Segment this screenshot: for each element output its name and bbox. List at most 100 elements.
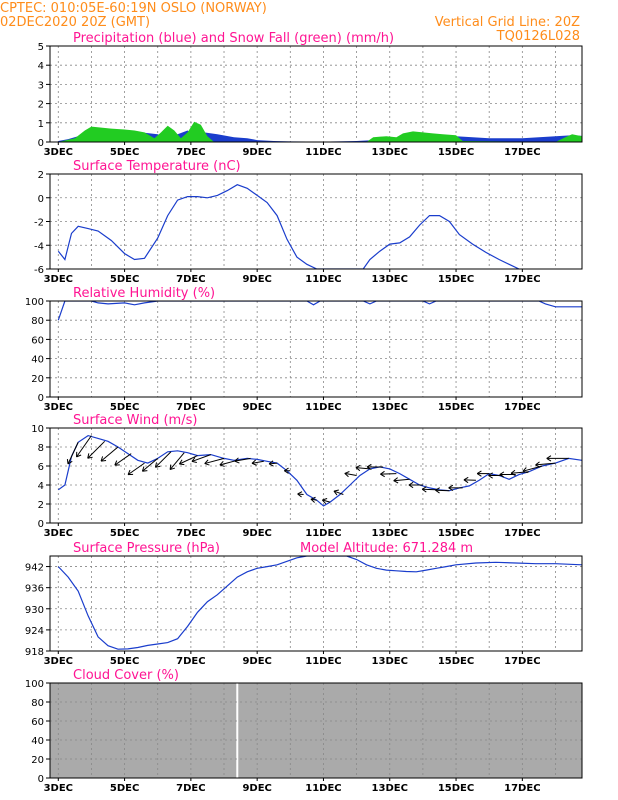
x-tick-label: 17DEC <box>504 528 540 539</box>
x-tick-label: 11DEC <box>305 528 341 539</box>
cloud-plot-area <box>50 683 582 778</box>
x-tick-label: 7DEC <box>176 147 205 158</box>
y-tick-label: 80 <box>31 316 44 327</box>
y-tick-label: 100 <box>25 679 44 690</box>
x-tick-label: 7DEC <box>176 656 205 667</box>
y-tick-label: 0 <box>38 393 44 404</box>
x-tick-label: 5DEC <box>110 783 139 794</box>
wind-arrow <box>355 464 370 472</box>
x-tick-label: 9DEC <box>242 274 271 285</box>
wind-arrow <box>268 460 278 467</box>
x-tick-label: 3DEC <box>44 656 73 667</box>
wind-arrow <box>321 498 331 505</box>
wind-arrow <box>219 459 238 467</box>
x-tick-label: 5DEC <box>110 528 139 539</box>
wind-arrow <box>344 471 357 478</box>
y-tick-label: 60 <box>31 717 44 728</box>
wind-arrow <box>169 452 185 471</box>
y-tick-label: 2 <box>38 170 44 181</box>
x-tick-label: 3DEC <box>44 274 73 285</box>
header-date: 02DEC2020 20Z (GMT) <box>0 15 150 30</box>
header-code: TQ0126L028 <box>496 29 580 44</box>
wind-arrow <box>380 470 397 478</box>
y-tick-label: 2 <box>38 100 44 111</box>
humidity-plot-area <box>50 301 582 397</box>
y-tick-label: 4 <box>38 481 44 492</box>
wind-arrow <box>141 458 159 472</box>
x-tick-label: 7DEC <box>176 402 205 413</box>
x-tick-label: 17DEC <box>504 656 540 667</box>
pressure-line <box>57 556 582 650</box>
pressure-panel: Surface Pressure (hPa) Model Altitude: 67… <box>25 541 583 667</box>
wind-arrow <box>76 435 92 458</box>
x-tick-label: 13DEC <box>372 402 408 413</box>
x-tick-label: 13DEC <box>372 147 408 158</box>
y-tick-label: 0 <box>38 194 44 205</box>
wind-arrow <box>204 457 225 466</box>
wind-line <box>57 434 582 507</box>
wind-arrow <box>488 472 503 479</box>
y-tick-label: 100 <box>25 297 44 308</box>
x-tick-label: 11DEC <box>305 656 341 667</box>
x-tick-label: 11DEC <box>305 783 341 794</box>
x-tick-label: 9DEC <box>242 147 271 158</box>
x-tick-label: 15DEC <box>438 783 474 794</box>
wind-arrow <box>284 467 291 474</box>
y-tick-label: 20 <box>31 755 44 766</box>
cloud-fill-b <box>238 683 582 778</box>
temp-line <box>57 184 520 269</box>
y-tick-label: 1 <box>38 119 44 130</box>
temp-title: Surface Temperature (nC) <box>73 159 241 174</box>
humidity-panel: Relative Humidity (%) 0 20 40 60 80 100 3DEC 5DE… <box>25 286 583 413</box>
pressure-title: Surface Pressure (hPa) <box>73 541 220 556</box>
x-tick-label: 7DEC <box>176 274 205 285</box>
wind-arrow <box>476 470 490 477</box>
x-tick-label: 5DEC <box>110 656 139 667</box>
wind-arrow <box>435 487 450 494</box>
x-tick-label: 3DEC <box>44 402 73 413</box>
x-tick-label: 7DEC <box>176 783 205 794</box>
x-tick-label: 17DEC <box>504 783 540 794</box>
y-tick-label: -6 <box>34 265 44 276</box>
wind-arrow <box>87 440 106 459</box>
header-location: CPTEC: 010:05E-60:19N OSLO (NORWAY) <box>0 1 267 16</box>
y-tick-label: 60 <box>31 335 44 346</box>
y-tick-label: 4 <box>38 61 44 72</box>
wind-arrow <box>154 451 172 468</box>
wind-arrow <box>114 453 132 466</box>
y-tick-label: 8 <box>38 443 44 454</box>
panels: Precipitation (blue) and Snow Fall (gree… <box>25 31 583 794</box>
x-tick-label: 15DEC <box>438 147 474 158</box>
pressure-annotation: Model Altitude: 671.284 m <box>300 541 473 556</box>
x-tick-label: 9DEC <box>242 656 271 667</box>
temp-plot-area <box>50 174 582 269</box>
x-tick-label: 13DEC <box>372 528 408 539</box>
y-tick-label: 2 <box>38 500 44 511</box>
x-tick-label: 9DEC <box>242 528 271 539</box>
x-tick-label: 11DEC <box>305 147 341 158</box>
wind-arrow <box>393 477 410 484</box>
x-tick-label: 11DEC <box>305 402 341 413</box>
header-grid-note: Vertical Grid Line: 20Z <box>435 15 580 30</box>
x-tick-label: 17DEC <box>504 147 540 158</box>
pressure-frame <box>49 555 583 652</box>
y-tick-label: 6 <box>38 462 44 473</box>
y-tick-label: -4 <box>34 241 44 252</box>
wind-arrow <box>191 454 211 464</box>
y-tick-label: 930 <box>25 605 44 616</box>
pressure-plot-area <box>50 556 582 651</box>
cloud-frame <box>49 682 583 779</box>
x-tick-label: 7DEC <box>176 528 205 539</box>
y-tick-label: 40 <box>31 736 44 747</box>
wind-title: Surface Wind (m/s) <box>73 413 197 428</box>
x-tick-label: 13DEC <box>372 656 408 667</box>
y-tick-label: 20 <box>31 374 44 385</box>
x-tick-label: 15DEC <box>438 528 474 539</box>
wind-arrow <box>535 461 556 468</box>
x-tick-label: 11DEC <box>305 274 341 285</box>
x-tick-label: 5DEC <box>110 147 139 158</box>
y-tick-label: 0 <box>38 774 44 785</box>
humidity-line <box>57 301 582 321</box>
x-tick-label: 3DEC <box>44 783 73 794</box>
